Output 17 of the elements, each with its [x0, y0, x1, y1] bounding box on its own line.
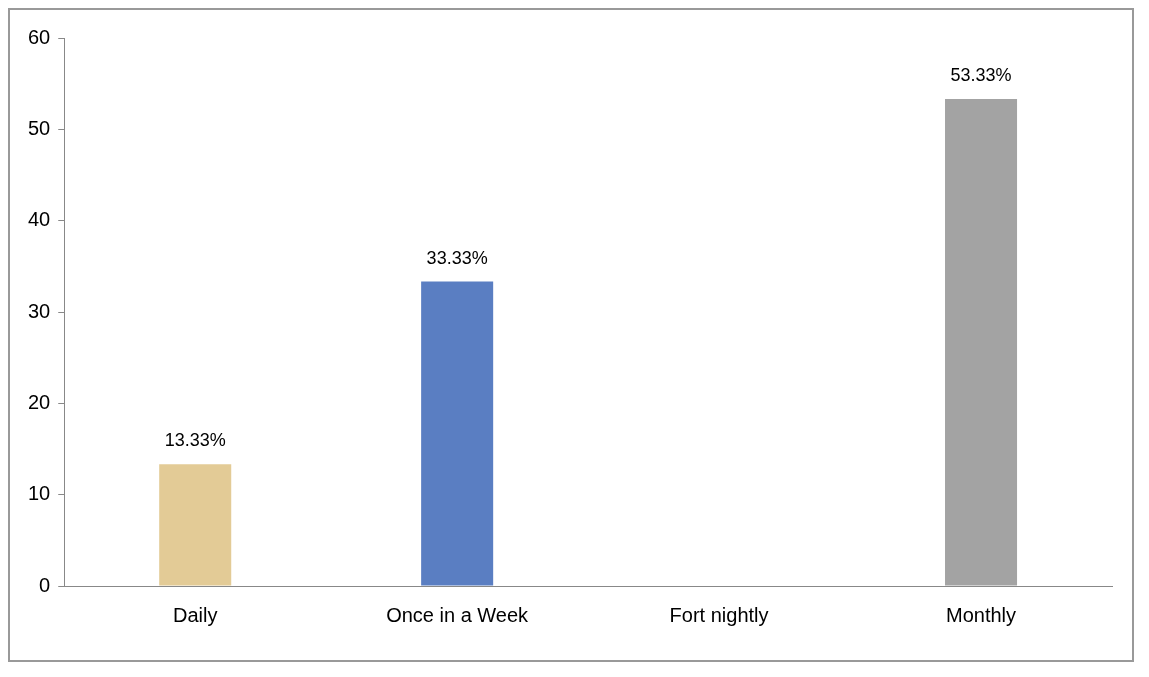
y-tick-label: 20 [28, 390, 51, 413]
data-label: 53.33% [950, 64, 1012, 85]
data-label: 33.33% [426, 247, 488, 268]
x-tick-label: Once in a Week [386, 603, 530, 626]
x-tick-label: Daily [172, 603, 218, 626]
bar [159, 464, 232, 586]
y-tick-label: 40 [28, 208, 51, 231]
y-tick-label: 0 [39, 573, 51, 596]
y-tick-label: 30 [28, 299, 51, 322]
x-tick-label: Fort nightly [669, 603, 769, 626]
x-tick-label: Monthly [946, 603, 1017, 626]
bar [945, 98, 1018, 586]
data-label: 13.33% [164, 430, 226, 451]
y-tick-label: 50 [28, 116, 51, 139]
bar [421, 281, 494, 586]
y-tick-label: 60 [28, 25, 51, 48]
y-tick-label: 10 [28, 482, 51, 505]
